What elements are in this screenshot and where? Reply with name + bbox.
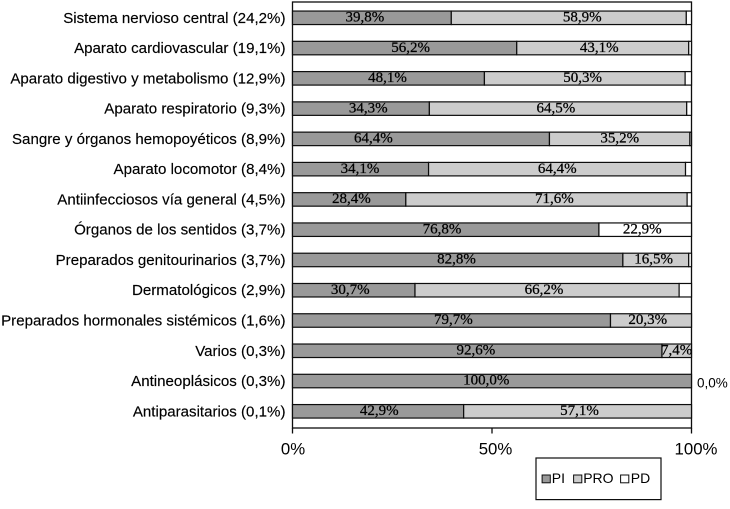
svg-text:56,2%: 56,2% [391, 40, 430, 56]
svg-text:79,7%: 79,7% [434, 312, 473, 328]
svg-text:76,8%: 76,8% [423, 221, 462, 237]
svg-text:100%: 100% [675, 440, 718, 459]
svg-text:7,4%: 7,4% [661, 343, 692, 359]
svg-text:Aparato cardiovascular (19,1%): Aparato cardiovascular (19,1%) [74, 40, 285, 57]
svg-text:PD: PD [631, 470, 650, 486]
svg-text:71,6%: 71,6% [535, 191, 574, 207]
svg-text:Aparato digestivo y metabolism: Aparato digestivo y metabolismo (12,9%) [10, 70, 285, 87]
svg-text:34,1%: 34,1% [341, 161, 380, 177]
svg-text:34,3%: 34,3% [349, 100, 388, 116]
svg-text:Sangre y órganos hemopoyéticos: Sangre y órganos hemopoyéticos (8,9%) [12, 131, 286, 148]
svg-text:Antiparasitarios (0,1%): Antiparasitarios (0,1%) [133, 403, 286, 420]
svg-text:Preparados hormonales sistémic: Preparados hormonales sistémicos (1,6%) [1, 313, 285, 330]
svg-text:64,4%: 64,4% [538, 161, 577, 177]
svg-text:82,8%: 82,8% [437, 252, 476, 268]
svg-text:Dermatológicos (2,9%): Dermatológicos (2,9%) [132, 282, 286, 299]
svg-text:50%: 50% [479, 440, 513, 459]
svg-text:35,2%: 35,2% [600, 131, 639, 147]
svg-text:66,2%: 66,2% [525, 282, 564, 298]
svg-text:57,1%: 57,1% [560, 403, 599, 419]
svg-text:Preparados genitourinarios (3,: Preparados genitourinarios (3,7%) [56, 252, 286, 269]
svg-text:PI: PI [552, 470, 565, 486]
svg-text:Varios (0,3%): Varios (0,3%) [195, 343, 285, 360]
svg-text:50,3%: 50,3% [563, 70, 602, 86]
svg-text:22,9%: 22,9% [623, 221, 662, 237]
svg-text:48,1%: 48,1% [368, 70, 407, 86]
svg-text:42,9%: 42,9% [360, 403, 399, 419]
svg-text:Órganos de los sentidos (3,7%): Órganos de los sentidos (3,7%) [74, 222, 285, 239]
svg-text:92,6%: 92,6% [457, 343, 496, 359]
svg-text:0,0%: 0,0% [697, 375, 728, 390]
svg-text:Aparato locomotor (8,4%): Aparato locomotor (8,4%) [114, 161, 286, 178]
svg-text:43,1%: 43,1% [580, 40, 619, 56]
svg-text:Antineoplásicos (0,3%): Antineoplásicos (0,3%) [131, 373, 285, 390]
svg-text:16,5%: 16,5% [634, 252, 673, 268]
svg-text:Antiinfecciosos vía general (4: Antiinfecciosos vía general (4,5%) [57, 191, 285, 208]
svg-text:28,4%: 28,4% [332, 191, 371, 207]
svg-text:PRO: PRO [583, 470, 613, 486]
svg-text:64,5%: 64,5% [537, 100, 576, 116]
svg-text:64,4%: 64,4% [354, 131, 393, 147]
svg-text:0%: 0% [281, 440, 305, 459]
svg-text:58,9%: 58,9% [563, 10, 602, 26]
svg-text:39,8%: 39,8% [346, 10, 385, 26]
svg-text:20,3%: 20,3% [628, 312, 667, 328]
svg-text:100,0%: 100,0% [463, 373, 509, 389]
svg-text:30,7%: 30,7% [331, 282, 370, 298]
svg-text:Aparato respiratorio (9,3%): Aparato respiratorio (9,3%) [104, 101, 285, 118]
svg-text:Sistema nervioso central (24,2: Sistema nervioso central (24,2%) [63, 10, 285, 27]
